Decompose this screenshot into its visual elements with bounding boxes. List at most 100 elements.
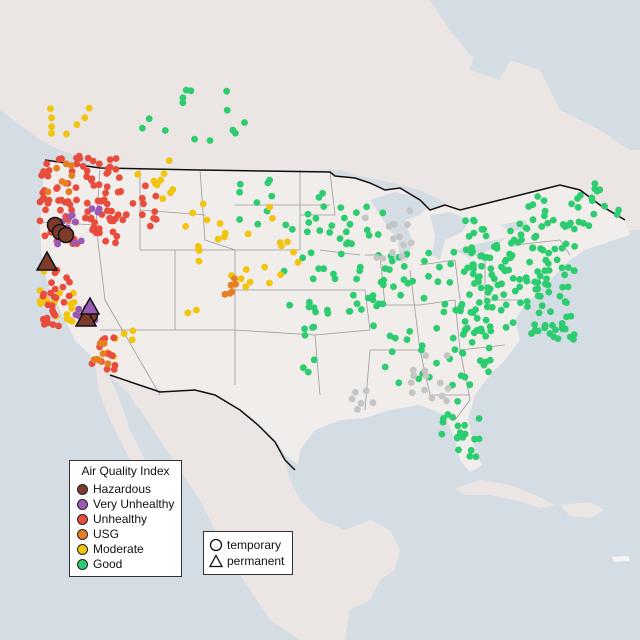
monitor-point <box>453 434 461 441</box>
monitor-point <box>574 195 581 202</box>
monitor-point <box>369 399 377 407</box>
monitor-point <box>511 287 519 295</box>
monitor-point <box>72 184 80 192</box>
monitor-point <box>385 223 393 230</box>
monitor-point <box>466 291 473 298</box>
baja-land <box>95 360 150 480</box>
monitor-point <box>502 301 510 309</box>
hudson-bay-water <box>430 0 530 70</box>
monitor-point <box>129 200 137 207</box>
shape-legend: temporary permanent <box>203 531 293 575</box>
monitor-point <box>189 209 197 217</box>
monitor-point <box>59 283 67 291</box>
triangle-icon <box>209 554 223 568</box>
monitor-point <box>458 300 466 308</box>
legend-item-moderate: Moderate <box>77 542 144 556</box>
monitor-point <box>51 269 59 277</box>
monitor-point <box>299 254 307 262</box>
monitor-point <box>389 249 396 257</box>
monitor-point <box>110 334 118 342</box>
monitor-point <box>309 275 317 283</box>
monitor-point <box>306 298 313 306</box>
monitor-point <box>365 232 373 239</box>
monitor-point <box>112 155 120 162</box>
monitor-point <box>199 200 207 208</box>
monitor-point <box>44 319 52 327</box>
monitor-point <box>299 364 307 372</box>
monitor-point <box>87 215 94 223</box>
monitor-point <box>591 180 599 188</box>
monitor-point <box>310 356 318 364</box>
monitor-point <box>534 193 542 200</box>
monitor-point <box>117 188 124 196</box>
monitor-point <box>473 314 481 322</box>
monitor-point <box>379 300 387 308</box>
monitor-point <box>441 300 449 308</box>
monitor-point <box>83 167 91 175</box>
monitor-point <box>102 189 109 197</box>
monitor-point <box>534 285 542 293</box>
monitor-point <box>386 266 393 273</box>
monitor-point <box>391 221 398 228</box>
monitor-point <box>534 268 541 275</box>
monitor-point <box>55 322 62 330</box>
monitor-point <box>370 322 377 330</box>
monitor-point <box>390 235 397 243</box>
monitor-point <box>353 300 361 308</box>
monitor-point <box>421 367 429 375</box>
monitor-point <box>585 222 593 230</box>
monitor-point <box>39 196 46 203</box>
legend-item-usg: USG <box>77 527 119 541</box>
monitor-point <box>494 281 502 289</box>
monitor-point <box>290 248 297 256</box>
monitor-point <box>482 232 490 240</box>
monitor-point <box>62 160 70 168</box>
monitor-point <box>537 245 544 253</box>
very-unhealthy-permanent-marker <box>79 296 101 315</box>
monitor-point <box>388 257 396 265</box>
monitor-point <box>500 291 508 298</box>
monitor-point <box>45 167 53 174</box>
monitor-point <box>242 283 250 291</box>
monitor-point <box>113 232 121 240</box>
monitor-point <box>467 447 475 454</box>
monitor-point <box>150 215 158 222</box>
monitor-point <box>565 221 573 229</box>
monitor-point <box>346 220 354 228</box>
monitor-point <box>564 283 572 291</box>
monitor-point <box>526 258 533 266</box>
monitor-point <box>386 332 394 340</box>
monitor-point <box>48 302 56 310</box>
monitor-point <box>236 188 244 196</box>
monitor-point <box>48 130 55 137</box>
monitor-point <box>66 201 74 208</box>
monitor-point <box>83 199 91 207</box>
monitor-point <box>284 238 291 246</box>
monitor-point <box>48 123 55 131</box>
us-national-border <box>44 159 626 471</box>
monitor-point <box>242 266 250 273</box>
monitor-point <box>73 160 81 168</box>
monitor-point <box>408 389 416 397</box>
legend-label: USG <box>93 527 120 541</box>
monitor-point <box>362 387 370 395</box>
monitor-point <box>436 263 443 271</box>
monitor-point <box>485 344 493 352</box>
monitor-point <box>421 257 428 265</box>
monitor-point <box>120 330 128 337</box>
monitor-point <box>544 260 552 267</box>
legend-label: permanent <box>227 554 285 568</box>
monitor-point <box>461 373 469 381</box>
monitor-point <box>461 318 469 325</box>
monitor-point <box>397 291 404 299</box>
monitor-point <box>566 333 574 341</box>
monitor-point <box>390 283 397 291</box>
monitor-point <box>195 245 202 253</box>
monitor-point <box>254 220 262 228</box>
monitor-point <box>328 222 336 230</box>
monitor-point <box>403 336 411 343</box>
monitor-point <box>159 195 167 203</box>
monitor-point <box>353 209 360 217</box>
monitor-point <box>415 375 423 383</box>
monitor-point <box>570 225 578 233</box>
